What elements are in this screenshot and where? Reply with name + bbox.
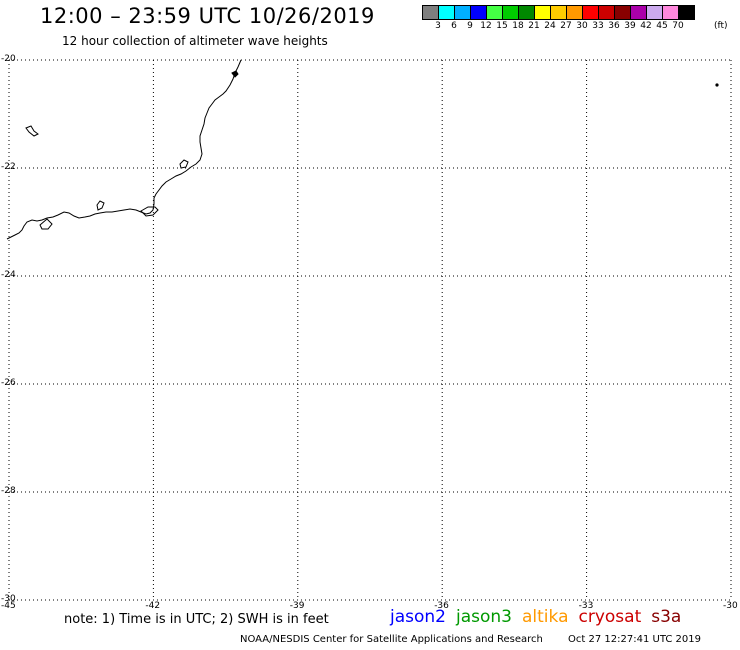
- inland-lake: [25, 125, 39, 137]
- legend-label: 12: [480, 21, 492, 31]
- graticule: [8, 59, 732, 601]
- longitude-tick-label: -42: [145, 601, 161, 611]
- legend-swatches: [422, 5, 695, 20]
- coastline-south-america: [6, 59, 719, 240]
- legend-label: 18: [512, 21, 524, 31]
- note-text: note: 1) Time is in UTC; 2) SWH is in fe…: [64, 612, 329, 627]
- legend-label: 30: [576, 21, 588, 31]
- legend-label: 15: [496, 21, 508, 31]
- legend-swatch: [678, 5, 695, 20]
- legend-label: 27: [560, 21, 572, 31]
- legend-label: 21: [528, 21, 540, 31]
- legend-labels: (ft) 3 6 9 12 15 18 21 24 27 30 33 36 39 42 45 70: [422, 20, 727, 32]
- latitude-tick-label: -28: [1, 486, 16, 496]
- longitude-tick-label: -45: [1, 601, 16, 611]
- satellite-list: jason2 jason3 altika cryosat s3a: [390, 607, 691, 627]
- satellite-s3a: s3a: [651, 607, 682, 627]
- coastline-bay: [140, 206, 159, 217]
- latitude-tick-label: -20: [1, 54, 16, 64]
- legend-label: 70: [672, 21, 684, 31]
- legend-label: 45: [656, 21, 668, 31]
- legend-label: 24: [544, 21, 556, 31]
- coastline-lagoon: [39, 218, 53, 230]
- longitude-tick-label: -33: [578, 601, 594, 611]
- latitude-tick-label: -26: [1, 378, 16, 388]
- satellite-altika: altika: [522, 607, 569, 627]
- coastal-island: [231, 70, 239, 78]
- map-subtitle: 12 hour collection of altimeter wave hei…: [62, 34, 328, 48]
- satellite-jason2: jason2: [390, 607, 446, 627]
- coastline: [6, 59, 242, 240]
- latitude-tick-label: -22: [1, 162, 16, 172]
- coastline-inlet: [96, 200, 105, 211]
- longitude-tick-label: -39: [289, 601, 305, 611]
- legend-label: 36: [608, 21, 620, 31]
- wave-height-legend: (ft) 3 6 9 12 15 18 21 24 27 30 33 36 39 42 45 70: [422, 5, 728, 32]
- latitude-tick-label: -30: [1, 594, 16, 604]
- satellite-jason3: jason3: [456, 607, 512, 627]
- legend-label: 33: [592, 21, 604, 31]
- legend-label: 3: [435, 21, 441, 31]
- legend-label: 42: [640, 21, 652, 31]
- satellite-cryosat: cryosat: [578, 607, 642, 627]
- footer-timestamp: Oct 27 12:27:41 UTC 2019: [568, 634, 701, 645]
- map-title: 12:00 – 23:59 UTC 10/26/2019: [40, 4, 375, 28]
- longitude-tick-label: -36: [434, 601, 449, 611]
- longitude-tick-label: -30: [723, 601, 738, 611]
- footer-credit: NOAA/NESDIS Center for Satellite Applica…: [240, 634, 543, 645]
- offshore-island: [715, 83, 719, 87]
- legend-label: 39: [624, 21, 636, 31]
- footer: NOAA/NESDIS Center for Satellite Applica…: [240, 634, 701, 645]
- legend-unit: (ft): [714, 21, 728, 31]
- latitude-tick-label: -24: [1, 270, 16, 280]
- legend-label: 6: [451, 21, 457, 31]
- cape-frio-lagoon: [179, 159, 189, 169]
- legend-label: 9: [467, 21, 473, 31]
